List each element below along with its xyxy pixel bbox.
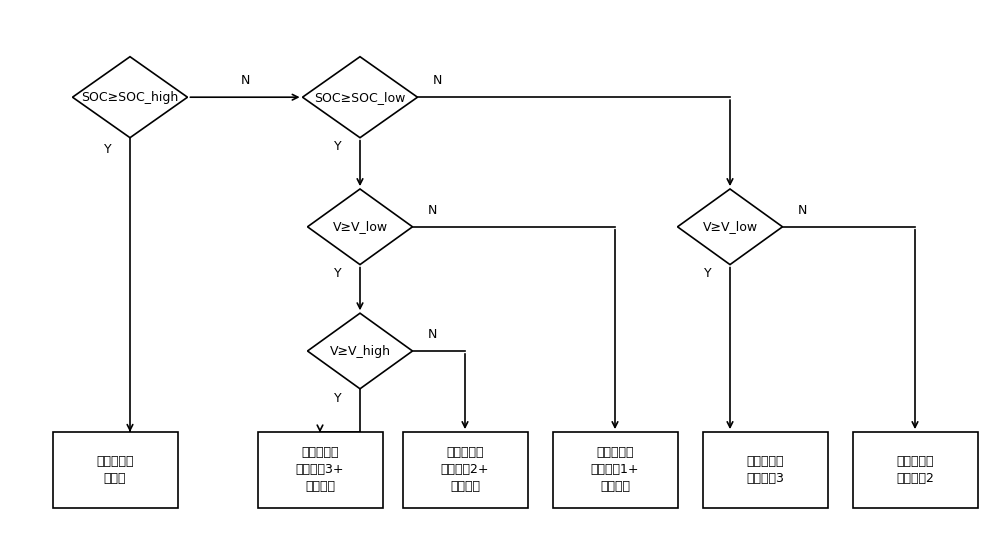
Text: Y: Y — [334, 140, 342, 153]
Text: 发动机工作
于工作点2+
电池驱动: 发动机工作 于工作点2+ 电池驱动 — [441, 446, 489, 494]
FancyBboxPatch shape — [402, 432, 528, 508]
Text: 发动机工作
于工作点2: 发动机工作 于工作点2 — [896, 455, 934, 485]
Text: V≥V_low: V≥V_low — [702, 220, 758, 233]
Text: 发动机工作
于工作点3: 发动机工作 于工作点3 — [746, 455, 784, 485]
FancyBboxPatch shape — [552, 432, 678, 508]
Polygon shape — [678, 189, 782, 265]
Text: SOC≥SOC_high: SOC≥SOC_high — [81, 91, 179, 104]
Text: Y: Y — [334, 392, 342, 404]
Polygon shape — [308, 313, 413, 389]
Text: V≥V_low: V≥V_low — [332, 220, 388, 233]
Text: N: N — [428, 204, 437, 217]
Text: 发动机工作
于工作点3+
电池驱动: 发动机工作 于工作点3+ 电池驱动 — [296, 446, 344, 494]
FancyBboxPatch shape — [702, 432, 828, 508]
FancyBboxPatch shape — [53, 432, 178, 508]
Polygon shape — [73, 57, 188, 138]
Text: 发动机工作
于工作点1+
电池驱动: 发动机工作 于工作点1+ 电池驱动 — [591, 446, 639, 494]
Text: V≥V_high: V≥V_high — [330, 345, 390, 357]
Text: N: N — [240, 75, 250, 87]
Text: N: N — [798, 204, 807, 217]
Text: N: N — [432, 75, 442, 87]
Text: Y: Y — [704, 267, 712, 280]
Text: Y: Y — [104, 143, 112, 156]
FancyBboxPatch shape — [258, 432, 382, 508]
Text: Y: Y — [334, 267, 342, 280]
Polygon shape — [302, 57, 418, 138]
FancyBboxPatch shape — [852, 432, 978, 508]
Polygon shape — [308, 189, 413, 265]
Text: N: N — [428, 328, 437, 341]
Text: 动力电池单
独驱动: 动力电池单 独驱动 — [96, 455, 134, 485]
Text: SOC≥SOC_low: SOC≥SOC_low — [314, 91, 406, 104]
